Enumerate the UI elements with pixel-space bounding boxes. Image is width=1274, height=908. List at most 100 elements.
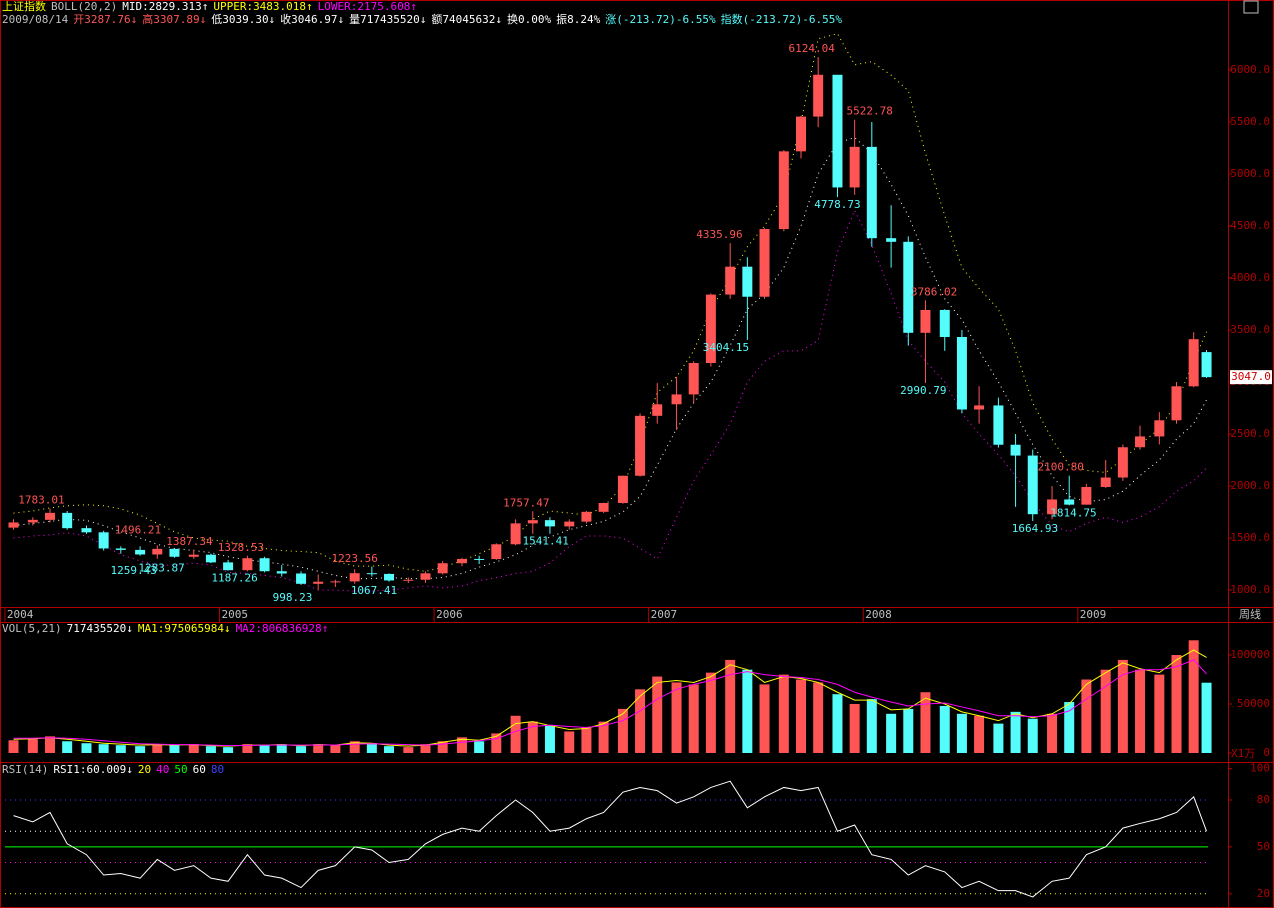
candle-body [849, 146, 860, 188]
candle-body [617, 475, 628, 503]
volume-bar [205, 746, 216, 754]
volume-bar [598, 721, 609, 754]
y-tick-label: 5500.0 [1230, 115, 1270, 128]
volume-bar [510, 715, 521, 754]
candle-body [903, 241, 914, 333]
level-legend: 80 [211, 763, 224, 776]
volume-bar [903, 708, 914, 754]
volume-bar [652, 676, 663, 754]
candle-body [437, 563, 448, 574]
candle-body [1027, 455, 1038, 515]
level-legend: 50 [174, 763, 187, 776]
header-text: 717435520↓ [67, 622, 133, 635]
volume-bar [420, 744, 431, 754]
volume-bar [313, 744, 324, 754]
volume-bar [796, 679, 807, 754]
volume-bar [617, 708, 628, 754]
candle-body [813, 74, 824, 117]
last-price-label: 3047.0 [1231, 370, 1271, 383]
candle-body [169, 548, 180, 557]
header-text: 振8.24% [556, 12, 600, 26]
candle-body [1081, 486, 1092, 505]
price-annotation: 1757.47 [503, 496, 549, 509]
boll-line [13, 137, 1207, 580]
volume-bar [44, 736, 55, 754]
volume-bar [849, 704, 860, 754]
candle-body [27, 519, 38, 523]
y-tick-label: 100 [1250, 762, 1270, 775]
y-tick-label: 1000.0 [1230, 583, 1270, 596]
candle-body [920, 309, 931, 333]
unit-label: X1万 [1231, 747, 1255, 760]
candle-body [1154, 420, 1165, 437]
candle-body [652, 404, 663, 416]
candle-body [276, 571, 287, 574]
price-annotation: 1259.43 [110, 564, 156, 577]
candle-body [725, 266, 736, 295]
volume-bar [759, 684, 770, 754]
candle-body [939, 309, 950, 337]
volume-bar [920, 692, 931, 754]
price-annotation: 2990.79 [900, 384, 946, 397]
candle-body [259, 558, 270, 572]
volume-bar [688, 684, 699, 754]
candle-body [635, 415, 646, 476]
volume-bar [115, 745, 126, 754]
header-text: 高3307.89↓ [142, 12, 206, 26]
volume-bar [1135, 669, 1146, 754]
volume-bar [635, 689, 646, 754]
y-tick-label: 100000 [1230, 648, 1270, 661]
candle-body [759, 229, 770, 297]
volume-bar [456, 737, 467, 754]
volume-bar [81, 743, 92, 754]
header-text: 额74045632↓ [431, 13, 502, 26]
volume-bar [1201, 682, 1212, 754]
x-tick-label: 2008 [865, 608, 892, 621]
header-text: 开3287.76↓ [73, 13, 137, 26]
volume-bar [705, 672, 716, 754]
x-tick-label: 2009 [1080, 608, 1107, 621]
candle-body [796, 116, 807, 152]
y-tick-label: 3500.0 [1230, 323, 1270, 336]
window-button[interactable] [1243, 0, 1259, 14]
volume-bar [544, 725, 555, 754]
volume-bar [993, 723, 1004, 754]
price-annotation: 5522.78 [846, 105, 892, 118]
volume-bar [296, 746, 307, 754]
candle-body [581, 511, 592, 522]
candle-body [564, 521, 575, 527]
candle-body [242, 558, 253, 571]
period-label: 周线 [1239, 607, 1261, 621]
volume-bar [974, 715, 985, 754]
volume-bar [1100, 669, 1111, 754]
volume-bar [474, 741, 485, 754]
volume-bar [581, 727, 592, 754]
price-annotation: 4778.73 [814, 198, 860, 211]
header-text: 换0.00% [507, 12, 551, 26]
price-annotation: 1067.41 [351, 584, 397, 597]
candle-body [1135, 436, 1146, 448]
x-tick-label: 2005 [222, 608, 249, 621]
last-price-box [1230, 370, 1272, 385]
price-annotation: 998.23 [273, 591, 313, 604]
candle-body [956, 336, 967, 410]
volume-bar [8, 740, 19, 754]
price-annotation: 1283.87 [138, 562, 184, 575]
candle-body [384, 573, 395, 581]
price-annotation: 1814.75 [1050, 506, 1096, 519]
candle-body [510, 523, 521, 545]
candle-body [62, 512, 73, 529]
candle-body [832, 74, 843, 188]
header-text: 收3046.97↓ [280, 12, 344, 26]
volume-bar [437, 741, 448, 754]
candle-body [886, 238, 897, 242]
y-tick-label: 1500.0 [1230, 531, 1270, 544]
price-annotation: 1496.21 [115, 523, 161, 536]
candle-body [993, 405, 1004, 445]
rsi-line [13, 780, 1208, 898]
volume-bar [956, 713, 967, 754]
volume-bar [1171, 654, 1182, 754]
header-text: RSI(14) [2, 763, 48, 776]
candle-body [598, 502, 609, 512]
candle-body [81, 528, 92, 533]
